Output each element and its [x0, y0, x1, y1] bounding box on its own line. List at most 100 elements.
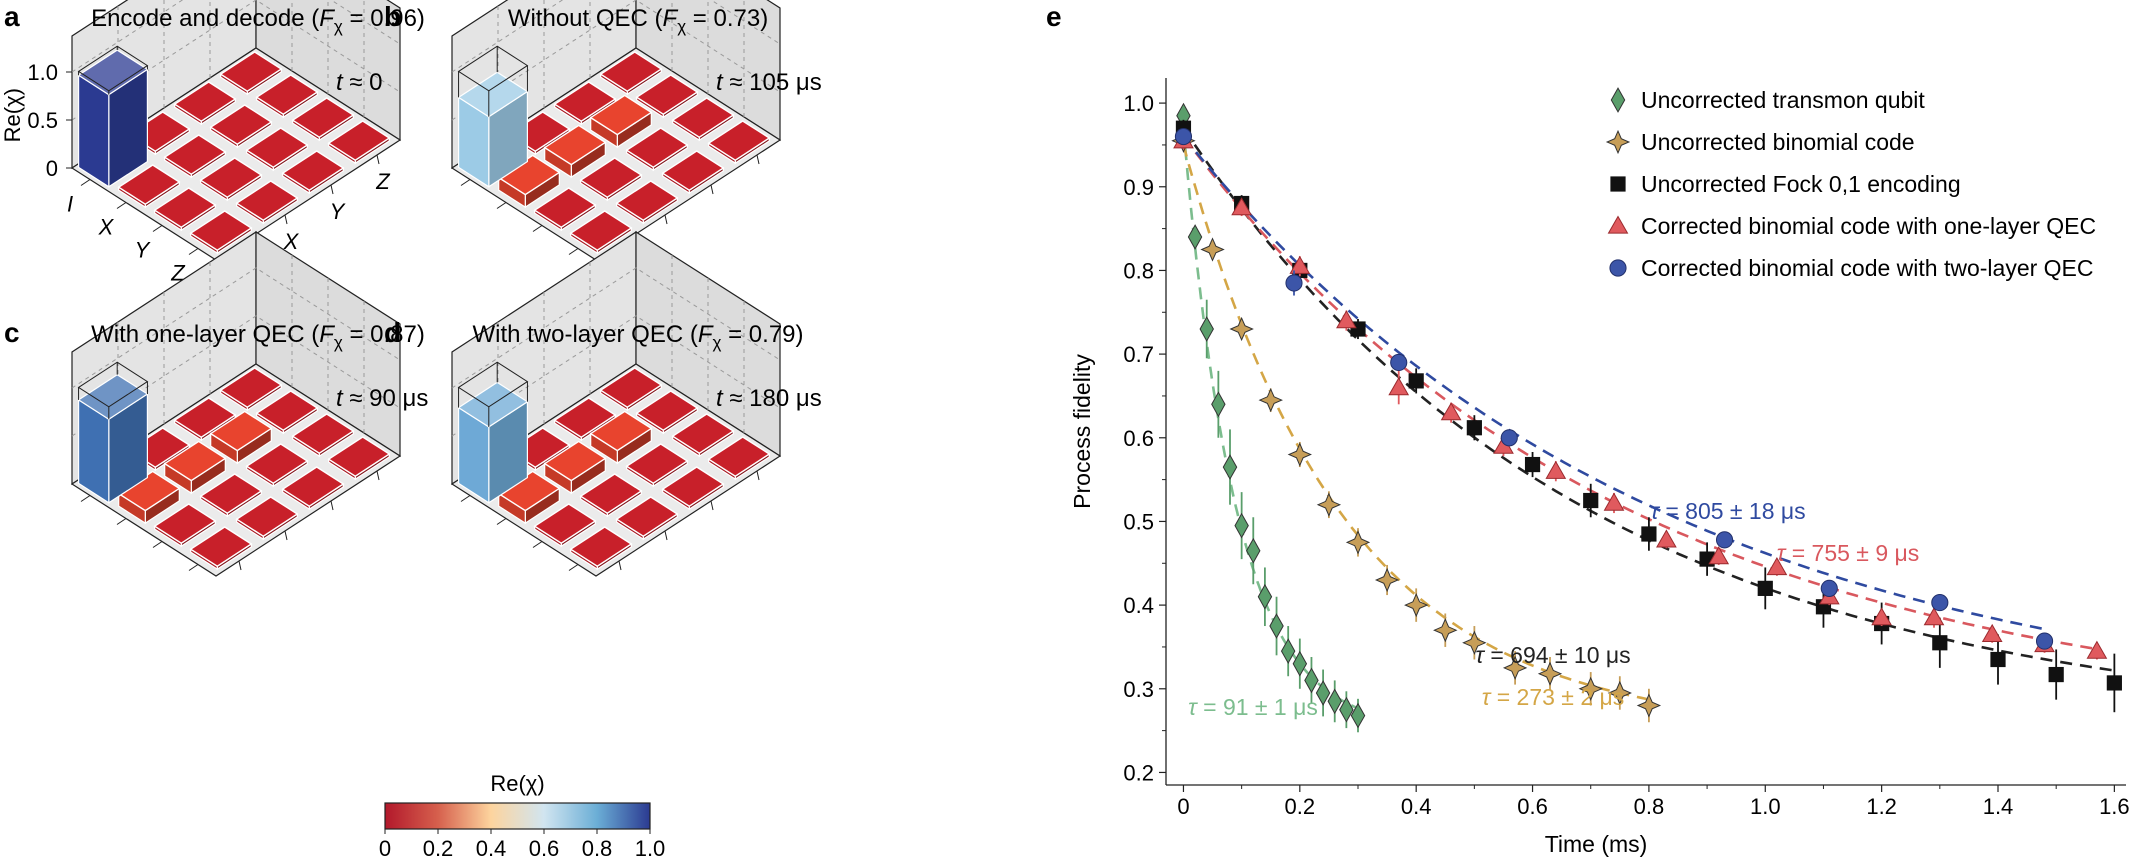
panel-title: Encode and decode (Fχ = 0.96) — [91, 5, 425, 36]
tile-top-face — [199, 473, 263, 515]
data-point — [1315, 680, 1331, 706]
legend: Uncorrected transmon qubit Uncorrected bi… — [1605, 87, 2096, 281]
col-tick — [756, 154, 760, 165]
tile-top-face — [153, 187, 217, 229]
tau-label: τ = 91 ± 1 μs — [1188, 694, 1318, 720]
time-annotation: t ≈ 105 μs — [716, 69, 822, 96]
data-point — [1246, 537, 1261, 564]
row-tick — [496, 518, 507, 525]
data-point — [1440, 402, 1462, 421]
tile-top-face — [163, 134, 227, 176]
chi-tile — [707, 436, 771, 481]
row-tick — [460, 495, 471, 502]
chi-tile — [543, 440, 607, 495]
y-tick-label: 0.4 — [1123, 593, 1154, 618]
tile-top-face — [579, 157, 643, 199]
chi-tile — [553, 81, 617, 126]
tile-top-face — [235, 180, 299, 222]
chi-tile — [543, 124, 607, 179]
data-point — [1607, 680, 1632, 706]
tile-top-face — [661, 466, 725, 508]
data-point — [1766, 556, 1788, 576]
data-point — [1304, 667, 1319, 694]
floor — [70, 363, 402, 577]
tile-top-face — [599, 367, 663, 409]
data-point — [1715, 531, 1734, 549]
data-point — [1656, 529, 1677, 548]
tile-top-face — [635, 390, 699, 432]
col-tick — [664, 530, 668, 541]
legend-marker — [1605, 129, 1631, 155]
tile-top-face — [615, 180, 679, 222]
tile-top-face — [533, 187, 597, 229]
row-tick-label: Z — [170, 261, 186, 286]
tile-top-face — [553, 397, 617, 439]
fit-curve-3 — [1182, 127, 2115, 672]
row-tick — [116, 202, 127, 209]
data-point — [1757, 580, 1773, 596]
row-tick — [152, 225, 163, 232]
row-tick — [568, 248, 579, 255]
tile-top-face — [707, 120, 771, 162]
chi-tile — [599, 367, 663, 412]
data-point — [1545, 460, 1567, 479]
row-tick-label: I — [67, 192, 73, 217]
ideal-outline — [77, 361, 149, 420]
col-tick — [284, 530, 288, 541]
data-point — [1502, 655, 1528, 681]
chi-tile — [117, 470, 181, 525]
chi-tile — [245, 443, 309, 488]
chi-tile — [661, 150, 725, 195]
data-point — [1280, 638, 1296, 665]
legend-marker — [1609, 259, 1627, 277]
chi-tile — [497, 154, 561, 209]
x-tick-label: 0 — [1177, 794, 1189, 819]
col-tick — [376, 470, 380, 481]
data-point — [1871, 607, 1892, 626]
series-2 — [1171, 128, 1662, 723]
chi-tile — [497, 470, 561, 525]
y-tick-label: 1.0 — [1123, 91, 1154, 116]
tile-top-face — [219, 51, 283, 93]
colorbar: Re(χ) 0 0.2 0.4 0.6 0.8 1.0 — [379, 771, 665, 860]
data-point — [1327, 688, 1342, 715]
tile-top-face — [235, 496, 299, 538]
x-tick-label: 1.6 — [2099, 794, 2130, 819]
x-tick-label: 1.0 — [1750, 794, 1781, 819]
x-tick-label: 1.4 — [1983, 794, 2014, 819]
chi-tile — [255, 74, 319, 119]
data-point — [1466, 420, 1482, 436]
chi-tile — [199, 157, 263, 202]
chi-tile — [291, 413, 355, 458]
tile-top-face — [589, 410, 653, 452]
panel-title: With two-layer QEC (Fχ = 0.79) — [472, 321, 803, 352]
col-tick — [710, 500, 714, 511]
y-tick-label: 0.6 — [1123, 426, 1154, 451]
data-point — [1433, 618, 1458, 643]
tau-label: τ = 805 ± 18 μs — [1650, 498, 1805, 524]
chi-tile — [235, 496, 299, 541]
z-axis-label: Re(χ) — [0, 88, 25, 142]
chi-tile — [589, 94, 653, 149]
chi-tile — [327, 120, 391, 165]
col-tick — [756, 470, 760, 481]
legend-marker — [1610, 87, 1626, 113]
row-tick — [152, 541, 163, 548]
row-tick — [568, 564, 579, 571]
row-tick — [188, 564, 199, 571]
data-point — [1285, 274, 1303, 292]
tile-top-face — [635, 74, 699, 116]
tile-top-face — [291, 413, 355, 455]
row-tick — [116, 518, 127, 525]
fit-curve-5 — [1182, 135, 2045, 631]
chi-tile — [281, 466, 345, 511]
data-point — [1200, 237, 1225, 262]
tile-top-face — [209, 104, 273, 146]
data-point — [1374, 567, 1400, 593]
data-point — [1537, 661, 1563, 686]
col-tick — [330, 184, 334, 195]
x-tick-label: 0.8 — [1634, 794, 1665, 819]
chi-tile — [173, 81, 237, 126]
legend-label: Uncorrected transmon qubit — [1641, 87, 1925, 113]
tile-top-face — [245, 127, 309, 169]
